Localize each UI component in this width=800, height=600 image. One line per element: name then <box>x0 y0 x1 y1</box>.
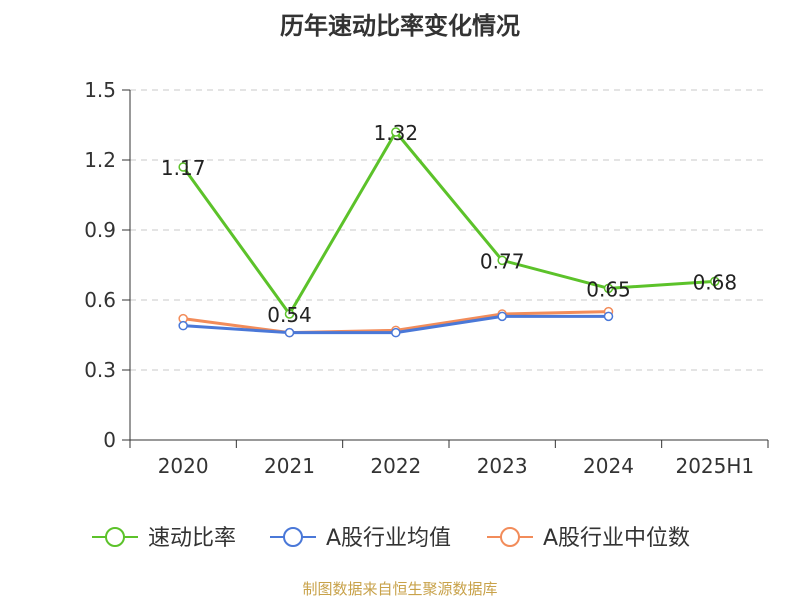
data-point <box>497 311 507 322</box>
legend-marker <box>105 527 125 547</box>
legend-label: A股行业均值 <box>326 526 451 551</box>
y-tick-label: 0.3 <box>84 358 116 382</box>
data-label: 1.17 <box>161 156 206 180</box>
series-line <box>181 130 715 316</box>
data-label: 0.54 <box>267 303 312 327</box>
data-point <box>391 327 401 338</box>
y-tick-label: 0.6 <box>84 288 116 312</box>
y-tick-label: 0.9 <box>84 218 116 242</box>
x-tick-label: 2020 <box>158 454 209 478</box>
x-tick-label: 2021 <box>264 454 315 478</box>
data-label: 0.68 <box>693 270 738 294</box>
data-point <box>284 309 295 319</box>
legend-marker <box>283 527 303 547</box>
chart-title: 历年速动比率变化情况 <box>280 12 520 40</box>
legend-label: 速动比率 <box>148 526 236 551</box>
data-point <box>710 276 720 287</box>
data-label: 1.32 <box>374 121 419 145</box>
data-point <box>391 127 401 137</box>
data-point <box>497 255 507 266</box>
data-label: 0.65 <box>586 277 631 301</box>
data-point <box>603 283 614 294</box>
y-tick-label: 0 <box>103 428 116 452</box>
data-point <box>603 311 614 322</box>
data-point <box>178 320 188 331</box>
data-point <box>178 162 188 172</box>
data-label: 0.77 <box>480 249 525 273</box>
y-tick-label: 1.5 <box>84 78 116 102</box>
legend-marker <box>500 527 520 547</box>
y-tick-label: 1.2 <box>84 148 116 172</box>
source-footer: 制图数据来自恒生聚源数据库 <box>302 580 498 598</box>
data-point <box>284 327 295 338</box>
legend-label: A股行业中位数 <box>543 526 690 551</box>
x-tick-label: 2023 <box>477 454 528 478</box>
x-tick-label: 2024 <box>583 454 634 478</box>
x-tick-label: 2022 <box>370 454 421 478</box>
x-tick-label: 2025H1 <box>675 454 754 478</box>
